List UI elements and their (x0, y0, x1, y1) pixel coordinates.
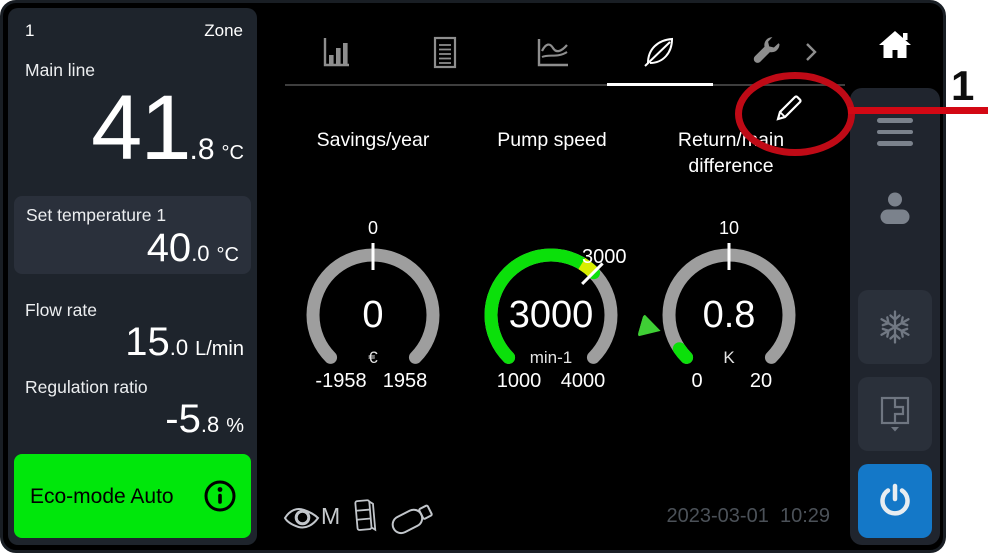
gauge-top-tick-label: 10 (718, 218, 740, 238)
flow-rate-unit: L/min (195, 338, 244, 360)
datetime: 2023-03-01 10:29 (666, 505, 830, 527)
floor-plan-icon (880, 396, 910, 432)
usb-drive-icon (391, 504, 433, 535)
tab-report[interactable] (425, 32, 465, 72)
eco-mode-label: Eco-mode Auto (30, 485, 174, 508)
main-line-temperature: 41.8 °C (91, 77, 244, 179)
flow-rate-label: Flow rate (25, 300, 97, 320)
regulation-ratio-unit: % (226, 415, 244, 437)
zone-label: Zone (204, 21, 243, 40)
regulation-ratio-value: -5 (165, 397, 201, 441)
zone-number: 1 (25, 21, 35, 40)
regulation-ratio-label: Regulation ratio (25, 377, 148, 397)
gauge-title-savings: Savings/year (316, 129, 430, 151)
sidebar (850, 88, 940, 545)
gauge-savings: 0 0 € -1958 1958 (288, 218, 458, 400)
gauge-unit: K (723, 348, 735, 367)
gauge-max-label: 20 (749, 370, 773, 392)
active-tab-underline (607, 83, 713, 86)
set-temp-fraction: .0 (191, 241, 210, 266)
gauge-title-pump-speed: Pump speed (497, 129, 607, 151)
set-temperature-card[interactable]: Set temperature 1 40.0 °C (14, 196, 251, 274)
set-temp-unit: °C (216, 244, 239, 266)
chevron-right-icon (805, 43, 817, 61)
tab-statistics[interactable] (316, 32, 356, 72)
tabs-more-chevron[interactable] (798, 32, 824, 72)
user-button[interactable] (877, 190, 913, 231)
user-icon (880, 192, 910, 224)
line-chart-icon (537, 38, 568, 66)
gauge-min-label: 0 (691, 370, 703, 392)
set-temp-value-row: 40.0 °C (147, 228, 239, 268)
gauge-return-main-difference: 10 0.8 K 0 20 (637, 218, 814, 400)
gauge-min-label: 1000 (496, 370, 542, 392)
gauge-top-tick-label: 0 (367, 218, 378, 238)
gauge-min-label: -1958 (315, 370, 367, 392)
manual-mode-letter: M (321, 503, 341, 529)
main-temp-value: 41 (91, 77, 191, 179)
flow-rate-value: 15 (125, 320, 170, 364)
gauge-pump-speed: 3000 min-1 1000 4000 3000 (466, 222, 636, 400)
annotation-circle (735, 72, 855, 156)
info-icon[interactable] (203, 479, 237, 513)
set-temp-label: Set temperature 1 (26, 205, 167, 225)
main-temp-fraction: .8 (189, 133, 215, 166)
gauge-value: 3000 (508, 294, 594, 336)
power-icon (880, 483, 910, 516)
module-icon (354, 499, 377, 532)
gauge-max-label: 4000 (560, 370, 606, 392)
document-icon (433, 36, 457, 68)
gauge-max-label: 1958 (382, 370, 428, 392)
tab-separator (285, 84, 845, 86)
eco-mode-button[interactable]: Eco-mode Auto (14, 454, 251, 538)
regulation-ratio-value-row: -5.8% (165, 399, 244, 439)
set-temp-value: 40 (146, 226, 192, 270)
regulation-ratio-fraction: .8 (200, 412, 220, 437)
annotation-line (848, 107, 988, 114)
tab-eco[interactable] (639, 32, 679, 72)
wrench-icon (753, 37, 780, 63)
zones-button[interactable] (858, 377, 932, 451)
tab-trends[interactable] (533, 32, 573, 72)
monitoring-eye-icon (283, 508, 320, 529)
main-temp-unit: °C (221, 142, 244, 164)
gauge-unit: min-1 (529, 348, 573, 367)
sidebar-home-button[interactable] (850, 8, 940, 82)
gauge-value: 0 (362, 294, 384, 336)
menu-icon (877, 118, 913, 123)
annotation-number: 1 (951, 62, 975, 109)
snowflake-icon (880, 310, 910, 344)
gauge-unit: € (368, 348, 378, 367)
zone-panel: 1 Zone Main line 41.8 °C Set temperature … (8, 8, 257, 545)
gauge-value: 0.8 (702, 294, 756, 336)
flow-rate-value-row: 15.0 L/min (125, 322, 244, 362)
defrost-button[interactable] (858, 290, 932, 364)
gauge-setpoint-label: 3000 (582, 246, 627, 268)
bar-chart-icon (323, 38, 349, 67)
tab-settings[interactable] (747, 32, 787, 72)
power-button[interactable] (858, 464, 932, 538)
home-icon (879, 31, 911, 58)
flow-rate-fraction: .0 (169, 335, 189, 360)
menu-button[interactable] (877, 118, 913, 146)
leaf-icon (644, 37, 674, 67)
main-line-label: Main line (25, 60, 96, 80)
